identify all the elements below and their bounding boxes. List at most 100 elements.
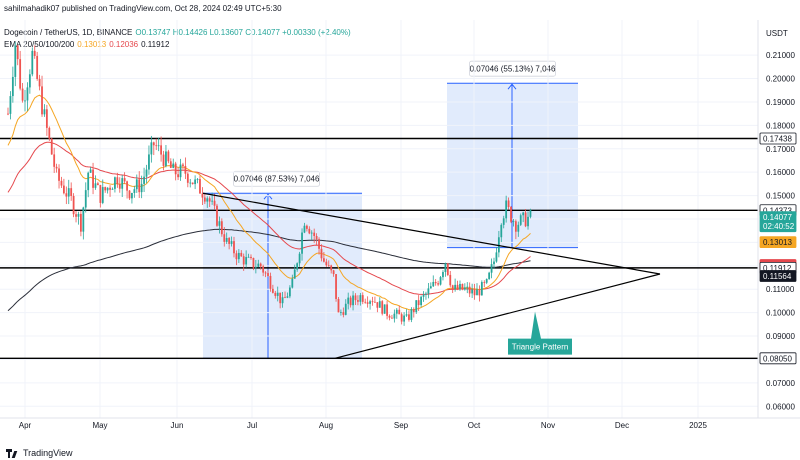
candle-body (104, 187, 107, 191)
candle-body (517, 224, 520, 232)
candle-body (169, 161, 172, 168)
x-tick-label: Jun (171, 421, 184, 430)
candle-body (408, 314, 410, 320)
candle-body (315, 236, 318, 240)
candle-body (303, 225, 306, 233)
candle-body (432, 281, 435, 287)
candle-body (495, 252, 498, 262)
candle-body (276, 292, 279, 296)
candle-body (33, 50, 36, 56)
candle-body (148, 154, 150, 170)
y-tick-label: 0.10000 (766, 309, 795, 318)
ohlc-values: O0.13747 H0.14426 L0.13607 C0.14077 +0.0… (135, 28, 351, 37)
candle-body (332, 270, 335, 275)
y-tick-label: 0.11000 (766, 285, 795, 294)
candle-body (230, 241, 233, 244)
candle-body (182, 164, 184, 166)
tradingview-logo-icon (6, 448, 25, 458)
measure-label: 0.07046 (87.53%) 7,046 (234, 175, 320, 184)
candle-body (378, 301, 381, 308)
candle-body (463, 287, 466, 290)
candle-body (199, 179, 201, 194)
candle-body (177, 174, 179, 178)
candle-body (162, 154, 165, 166)
candle-body (121, 178, 124, 189)
y-tick-label: 0.09000 (766, 332, 795, 341)
candle-body (267, 273, 269, 276)
candle-body (527, 216, 529, 227)
triangle-lower-trendline (334, 273, 661, 359)
candle-body (247, 256, 250, 258)
candle-body (45, 109, 48, 128)
candle-body (138, 179, 141, 193)
candle-body (357, 300, 359, 302)
candle-body (352, 295, 354, 306)
candle-body (400, 314, 403, 322)
candle-body (106, 187, 109, 191)
candle-body (58, 168, 60, 181)
candle-body (257, 263, 260, 267)
candle-body (116, 177, 119, 185)
triangle-pattern-callout (508, 311, 572, 355)
candle-body (9, 96, 12, 114)
candle-body (483, 282, 486, 283)
candle-body (347, 297, 350, 304)
candle-body (310, 232, 313, 234)
candle-body (327, 265, 330, 267)
y-tick-label: 0.18000 (766, 121, 795, 130)
x-tick-label: 2025 (689, 421, 707, 430)
ema-value-50: 0.12036 (109, 40, 139, 49)
publisher-line: sahilmahadik07 published on TradingView.… (4, 4, 282, 13)
candle-body (325, 261, 328, 266)
candle-body (386, 304, 388, 316)
measure-box (203, 193, 362, 359)
candle-body (478, 289, 481, 296)
candle-body (203, 197, 206, 202)
x-tick-label: Aug (319, 421, 333, 430)
candle-body (145, 169, 148, 177)
price-tag-label: 0.11912 (763, 264, 792, 273)
candle-body (476, 289, 478, 296)
candle-body (524, 212, 527, 227)
y-tick-label: 0.21000 (766, 51, 795, 60)
candle-body (150, 142, 153, 155)
candle-body (284, 297, 286, 299)
candle-body (415, 300, 418, 313)
candle-body (184, 165, 187, 174)
candle-body (359, 295, 362, 302)
x-tick-label: Apr (19, 421, 32, 430)
ema-50-line (7, 141, 531, 295)
candle-body (342, 312, 345, 315)
candle-body (133, 189, 136, 194)
candle-body (262, 266, 265, 273)
candle-body (488, 272, 491, 280)
candle-body (206, 198, 209, 202)
candle-body (417, 300, 420, 306)
candle-body (298, 253, 301, 264)
ema-label: EMA 20/50/100/200 (4, 40, 75, 49)
y-tick-label: 0.17000 (766, 145, 795, 154)
candle-body (216, 205, 218, 226)
candle-body (344, 303, 347, 315)
candle-body (354, 295, 357, 301)
candle-body (454, 284, 457, 290)
candle-body (189, 182, 192, 184)
candle-body (313, 232, 316, 237)
candle-body (208, 198, 211, 202)
candle-body (388, 315, 391, 318)
candle-body (437, 283, 440, 285)
candle-body (201, 193, 204, 198)
candle-body (274, 292, 277, 296)
candle-body (21, 88, 24, 101)
price-tag (759, 236, 797, 249)
candle-body (514, 221, 517, 232)
ema-legend: EMA 20/50/100/200 0.13013 0.12036 0.11912 (4, 40, 172, 50)
candle-body (101, 187, 104, 203)
candle-body (92, 169, 94, 188)
candle-body (500, 224, 503, 238)
x-tick-label: Sep (394, 421, 409, 430)
candle-body (28, 74, 31, 88)
candle-body (439, 277, 442, 285)
candle-body (425, 293, 427, 295)
